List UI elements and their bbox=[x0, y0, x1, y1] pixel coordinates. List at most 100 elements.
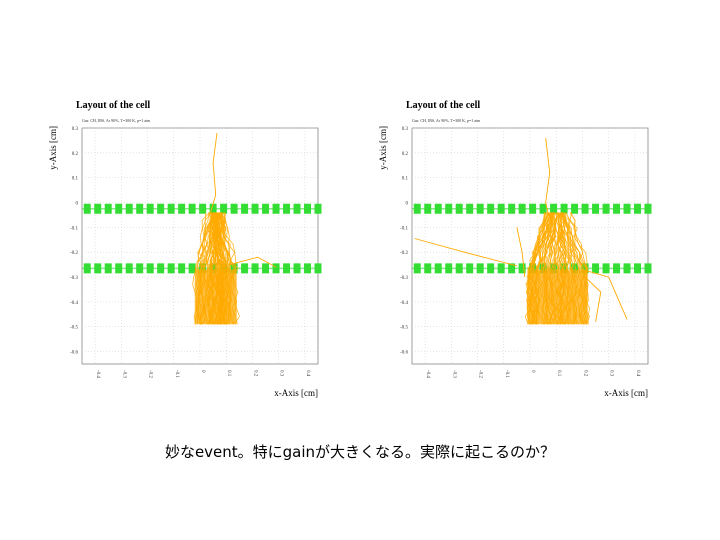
x-tick-label: 0.4 bbox=[305, 370, 310, 377]
wire-marker bbox=[241, 203, 249, 214]
wire-marker bbox=[508, 203, 516, 214]
wire-marker bbox=[167, 263, 175, 274]
y-tick-label: 0.1 bbox=[72, 177, 79, 182]
chart-panel-right: Layout of the cell Gas: CH, IBS, Ar 90%, … bbox=[372, 92, 662, 409]
y-tick-label: 0.2 bbox=[72, 152, 79, 157]
wire-marker bbox=[602, 263, 610, 274]
x-tick-label: -0.4 bbox=[95, 370, 100, 378]
wire-marker bbox=[146, 203, 154, 214]
y-tick-label: 0 bbox=[406, 202, 409, 207]
wire-marker bbox=[251, 263, 259, 274]
wire-marker bbox=[634, 203, 642, 214]
wire-marker bbox=[125, 203, 133, 214]
wire-marker bbox=[230, 203, 238, 214]
wire-marker bbox=[241, 263, 249, 274]
wire-marker bbox=[623, 203, 631, 214]
wire-marker bbox=[83, 203, 91, 214]
avalanche-core bbox=[527, 269, 588, 325]
wire-marker bbox=[466, 203, 474, 214]
wire-marker bbox=[571, 203, 579, 214]
wire-marker bbox=[497, 203, 505, 214]
wire-marker bbox=[157, 203, 165, 214]
chart-left: Layout of the cell Gas: CH, IBS, Ar 90%, … bbox=[48, 100, 322, 398]
x-tick-label: -0.1 bbox=[504, 370, 509, 378]
wire-marker bbox=[94, 203, 102, 214]
wire-marker bbox=[581, 263, 589, 274]
wire-marker bbox=[146, 263, 154, 274]
track bbox=[570, 212, 591, 325]
wire-marker bbox=[283, 263, 291, 274]
wire-marker bbox=[115, 203, 123, 214]
wire-marker bbox=[424, 203, 432, 214]
wire-marker bbox=[272, 203, 280, 214]
y-tick-label: -0.5 bbox=[70, 326, 78, 331]
x-tick-label: 0.1 bbox=[226, 370, 231, 377]
y-axis-label: y-Axis [cm] bbox=[378, 126, 388, 170]
wire-marker bbox=[293, 263, 301, 274]
avalanche-tracks bbox=[414, 137, 628, 325]
wire-marker bbox=[83, 263, 91, 274]
wire-marker bbox=[209, 203, 217, 214]
chart-right: Layout of the cell Gas: CH, IBS, Ar 90%, … bbox=[378, 100, 652, 398]
y-tick-label: -0.5 bbox=[400, 326, 408, 331]
wire-marker bbox=[571, 263, 579, 274]
y-tick-label: -0.2 bbox=[70, 251, 78, 256]
y-tick-label: 0.2 bbox=[402, 152, 409, 157]
wire-marker bbox=[136, 203, 144, 214]
wire-marker bbox=[115, 263, 123, 274]
wire-marker bbox=[167, 203, 175, 214]
y-tick-label: -0.4 bbox=[70, 301, 78, 306]
stray-track bbox=[545, 137, 551, 215]
wire-marker bbox=[434, 263, 442, 274]
x-tick-label: -0.2 bbox=[148, 370, 153, 378]
x-tick-label: 0.4 bbox=[635, 370, 640, 377]
stray-track bbox=[516, 227, 526, 278]
chart-subtitle: Gas: CH, IBS, Ar 90%, T=300 K, p=1 atm bbox=[82, 118, 151, 124]
x-tick-label: 0.3 bbox=[279, 370, 284, 377]
y-tick-label: -0.1 bbox=[70, 226, 78, 231]
wire-marker bbox=[518, 263, 526, 274]
wire-marker bbox=[644, 203, 652, 214]
wire-marker bbox=[125, 263, 133, 274]
wire-marker bbox=[613, 263, 621, 274]
wire-marker bbox=[434, 203, 442, 214]
y-tick-label: -0.3 bbox=[70, 276, 78, 281]
wire-marker bbox=[529, 203, 537, 214]
wire-marker bbox=[476, 263, 484, 274]
y-tick-label: 0.3 bbox=[402, 127, 409, 132]
wire-marker bbox=[178, 263, 186, 274]
x-tick-label: 0.2 bbox=[582, 370, 587, 377]
wire-marker bbox=[592, 203, 600, 214]
wire-marker bbox=[251, 203, 259, 214]
wire-marker bbox=[188, 203, 196, 214]
wire-marker bbox=[136, 263, 144, 274]
wire-marker bbox=[262, 203, 270, 214]
y-tick-label: 0.3 bbox=[72, 127, 79, 132]
slide-caption: 妙なevent。特にgainが大きくなる。実際に起こるのか？ bbox=[164, 443, 556, 461]
y-tick-label: -0.2 bbox=[400, 251, 408, 256]
x-tick-label: -0.3 bbox=[451, 370, 456, 378]
wire-marker bbox=[613, 203, 621, 214]
wire-marker bbox=[560, 203, 568, 214]
wire-marker bbox=[94, 263, 102, 274]
y-tick-label: -0.3 bbox=[400, 276, 408, 281]
stray-track bbox=[584, 276, 602, 322]
wire-marker bbox=[644, 263, 652, 274]
x-tick-label: -0.1 bbox=[174, 370, 179, 378]
avalanche-tracks bbox=[192, 132, 277, 325]
stray-track bbox=[220, 256, 277, 268]
wire-marker bbox=[104, 263, 112, 274]
wire-marker bbox=[445, 263, 453, 274]
y-axis-label: y-Axis [cm] bbox=[48, 126, 58, 170]
y-tick-label: 0.1 bbox=[402, 177, 409, 182]
y-tick-label: -0.4 bbox=[400, 301, 408, 306]
chart-title: Layout of the cell bbox=[406, 100, 480, 111]
stray-track bbox=[210, 132, 218, 213]
wire-marker bbox=[104, 203, 112, 214]
wire-marker bbox=[178, 203, 186, 214]
wire-marker bbox=[592, 263, 600, 274]
x-tick-label: -0.4 bbox=[425, 370, 430, 378]
wire-marker bbox=[518, 203, 526, 214]
wire-marker bbox=[602, 203, 610, 214]
avalanche-core bbox=[194, 269, 237, 325]
